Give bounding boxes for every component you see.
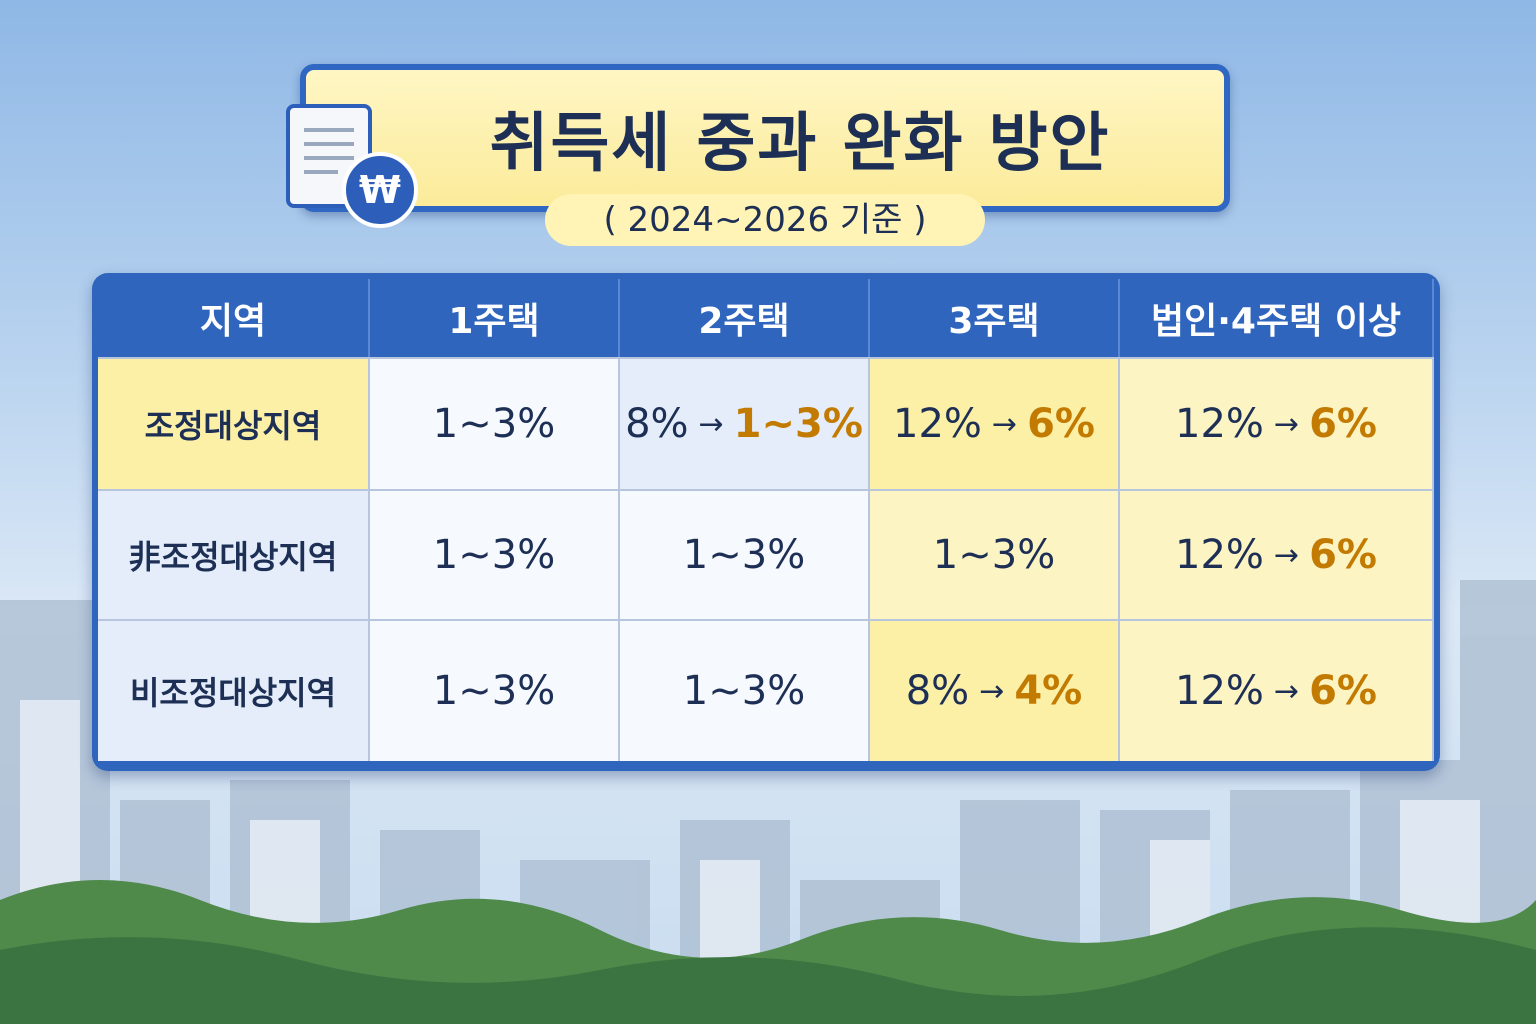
- rate-cell: 1~3%: [370, 357, 620, 489]
- rate-change-cell: 12% → 6%: [1120, 489, 1434, 619]
- old-rate: 12%: [1175, 532, 1264, 578]
- subtitle: ( 2024~2026 기준 ): [545, 194, 985, 246]
- column-header: 지역: [98, 279, 370, 357]
- title: 취득세 중과 완화 방안: [489, 107, 1111, 181]
- rate-cell: 1~3%: [370, 619, 620, 761]
- won-icon: ₩: [342, 152, 418, 228]
- arrow: →: [991, 406, 1018, 442]
- arrow: →: [698, 406, 724, 442]
- old-rate: 8%: [625, 401, 689, 447]
- old-rate: 12%: [1175, 668, 1264, 714]
- region-cell: 非조정대상지역: [98, 489, 370, 619]
- region-cell: 조정대상지역: [98, 357, 370, 489]
- rate-cell: 1~3%: [870, 489, 1120, 619]
- rate-cell: 1~3%: [620, 619, 870, 761]
- old-rate: 12%: [1175, 401, 1264, 447]
- old-rate: 8%: [905, 668, 970, 714]
- column-header: 1주택: [370, 279, 620, 357]
- arrow: →: [979, 673, 1005, 709]
- new-rate: 1~3%: [733, 401, 863, 447]
- arrow: →: [1273, 673, 1300, 709]
- new-rate: 6%: [1309, 668, 1377, 714]
- rate-cell: 1~3%: [620, 489, 870, 619]
- column-header: 법인·4주택 이상: [1120, 279, 1434, 357]
- rate-change-cell: 12% → 6%: [1120, 357, 1434, 489]
- rate-change-cell: 12% → 6%: [870, 357, 1120, 489]
- rate-change-cell: 8% → 4%: [870, 619, 1120, 761]
- old-rate: 12%: [893, 401, 982, 447]
- rate-change-cell: 12% → 6%: [1120, 619, 1434, 761]
- column-header: 3주택: [870, 279, 1120, 357]
- new-rate: 6%: [1027, 401, 1095, 447]
- arrow: →: [1273, 406, 1300, 442]
- new-rate: 4%: [1014, 668, 1083, 714]
- arrow: →: [1273, 537, 1300, 573]
- rate-cell: 1~3%: [370, 489, 620, 619]
- rate-change-cell: 8% → 1~3%: [620, 357, 870, 489]
- column-header: 2주택: [620, 279, 870, 357]
- new-rate: 6%: [1309, 532, 1377, 578]
- region-cell: 비조정대상지역: [98, 619, 370, 761]
- new-rate: 6%: [1309, 401, 1377, 447]
- table: 지역 1주택 2주택 3주택 법인·4주택 이상 조정대상지역 1~3% 8% → 1~3% 12%…: [92, 273, 1440, 771]
